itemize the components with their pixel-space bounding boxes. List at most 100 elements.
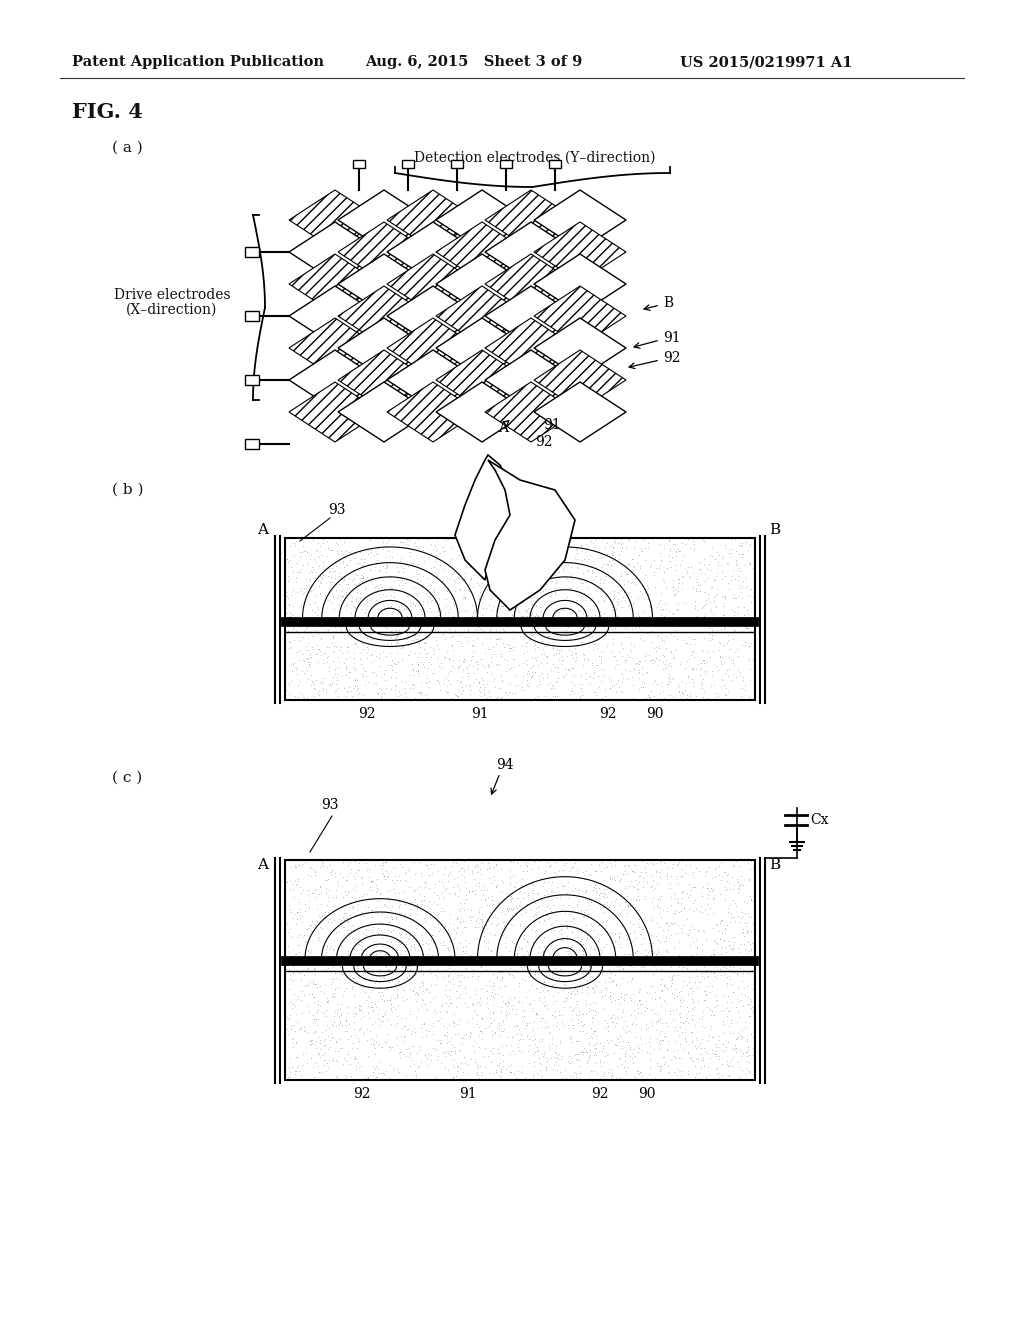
Point xyxy=(485,924,502,945)
Point xyxy=(490,945,507,966)
Point xyxy=(525,655,542,676)
Point xyxy=(674,572,690,593)
Point xyxy=(407,939,423,960)
Point xyxy=(317,958,334,979)
Point xyxy=(340,945,356,966)
Point xyxy=(365,979,381,1001)
Point xyxy=(300,652,316,673)
Point xyxy=(573,948,590,969)
Point xyxy=(462,1027,478,1048)
Point xyxy=(485,1002,502,1023)
Point xyxy=(545,985,561,1006)
Point xyxy=(596,879,612,900)
Point xyxy=(722,935,738,956)
Point xyxy=(573,880,590,902)
Point xyxy=(373,883,389,904)
Point xyxy=(439,681,456,702)
Point xyxy=(409,623,425,644)
Point xyxy=(322,924,338,945)
Point xyxy=(693,657,710,678)
Point xyxy=(634,541,650,562)
Point xyxy=(374,946,390,968)
Point xyxy=(280,921,296,942)
Point xyxy=(695,652,712,673)
Point xyxy=(590,940,606,961)
Point xyxy=(474,655,490,676)
Point xyxy=(676,1039,692,1060)
Point xyxy=(539,974,555,995)
Point xyxy=(606,1015,623,1036)
Point xyxy=(385,950,401,972)
Point xyxy=(492,627,508,648)
Point xyxy=(439,663,456,684)
Point xyxy=(290,550,306,572)
Point xyxy=(280,1008,296,1030)
Point xyxy=(377,552,393,573)
Point xyxy=(741,669,758,690)
Point xyxy=(507,987,523,1008)
Point xyxy=(569,585,586,606)
Point xyxy=(425,1038,441,1059)
Point xyxy=(575,869,592,890)
Point xyxy=(383,626,399,647)
Point xyxy=(596,570,612,591)
Polygon shape xyxy=(455,455,525,579)
Point xyxy=(419,657,435,678)
Point xyxy=(569,557,586,578)
Point xyxy=(702,999,719,1020)
Point xyxy=(360,987,377,1008)
Point xyxy=(513,677,529,698)
Point xyxy=(419,643,435,664)
Point xyxy=(542,586,558,607)
Point xyxy=(476,535,493,556)
Point xyxy=(727,1038,743,1059)
Point xyxy=(670,874,686,895)
Point xyxy=(553,638,569,659)
Point xyxy=(700,1024,717,1045)
Point xyxy=(318,870,335,891)
Point xyxy=(369,936,385,957)
Point xyxy=(541,615,557,636)
Point xyxy=(681,665,697,686)
Point xyxy=(303,561,319,582)
Point xyxy=(616,989,633,1010)
Point xyxy=(446,1049,463,1071)
Point xyxy=(500,1027,516,1048)
Point xyxy=(551,649,567,671)
Point xyxy=(484,595,501,616)
Point xyxy=(471,994,487,1015)
Point xyxy=(346,920,362,941)
Point xyxy=(313,671,330,692)
Point xyxy=(365,916,381,937)
Point xyxy=(570,1001,587,1022)
Point xyxy=(385,582,401,603)
Point xyxy=(568,624,585,645)
Point xyxy=(721,1001,737,1022)
Point xyxy=(566,649,583,671)
Point xyxy=(369,682,385,704)
Point xyxy=(675,880,691,902)
Point xyxy=(516,1006,532,1027)
Point xyxy=(348,906,365,927)
Point xyxy=(413,995,429,1016)
Point xyxy=(367,545,383,566)
Point xyxy=(488,915,505,936)
Point xyxy=(572,678,589,700)
Point xyxy=(532,609,549,630)
Point xyxy=(282,1067,298,1088)
Point xyxy=(377,616,393,638)
Point xyxy=(325,1027,341,1048)
Point xyxy=(384,908,400,929)
Point xyxy=(743,940,760,961)
Text: 92: 92 xyxy=(353,1086,371,1101)
Point xyxy=(657,973,674,994)
Point xyxy=(359,672,376,693)
Point xyxy=(440,965,457,986)
Point xyxy=(575,572,592,593)
Point xyxy=(505,946,521,968)
Point xyxy=(345,652,361,673)
Point xyxy=(637,1001,653,1022)
Point xyxy=(577,589,593,610)
Point xyxy=(444,969,461,990)
Point xyxy=(521,961,538,982)
